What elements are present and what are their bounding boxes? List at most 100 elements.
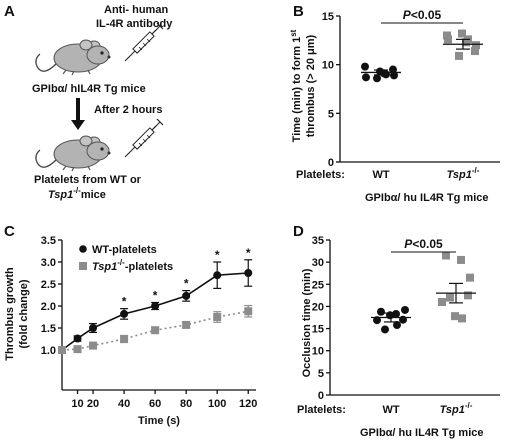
significance-label: P<0.05 [403,8,442,22]
wait-label: After 2 hours [94,104,162,116]
antibody-label-line1: Anti- human [104,4,168,16]
panel-c: C Thrombus growth (fold change) 1.0 1.5 2.… [4,223,257,427]
legend-suffix: -platelets [125,261,173,273]
chart-c-xlabel: Time (s) [138,415,180,427]
y-tick-label: 5 [328,108,334,120]
panel-c-label: C [4,223,15,240]
data-point-wt [244,269,253,277]
ko-sup: -/- [465,401,473,410]
p-symbol: P [404,237,413,251]
x-tick-label: 80 [180,398,192,410]
x-tick-label: 10 [71,398,83,410]
significance-asterisk: * [184,277,189,291]
data-point-tsp1 [457,255,465,264]
data-point-wt [120,309,129,318]
data-point-tsp1 [213,313,222,321]
category-tsp1-label: Tsp1-/- [447,166,480,181]
data-point-tsp1 [464,291,472,300]
chart-d-plot: 0 5 10 15 20 25 30 35 P<0.05 [312,235,500,402]
data-point-wt [401,305,409,314]
tsp1-text: Tsp1 [440,404,465,416]
y-tick-label: 5 [318,368,324,380]
y-tick-label: 2.0 [41,301,56,313]
mice-text: mice [81,189,106,201]
significance-asterisk: * [122,295,127,309]
chart-c-plot: 1.0 1.5 2.0 2.5 3.0 3.5 10 20 40 60 80 100 120 * * * * * [41,235,258,410]
data-point-wt [182,291,191,300]
panel-d: D Occlusion time (min) 0 5 10 15 20 25 30 35 P<0… [293,223,500,439]
data-point-wt [392,309,400,318]
chart-b-ylabel-line1: Time (min) to form 1st [289,29,303,142]
data-point-tsp1 [458,314,466,323]
data-point-wt [381,325,389,334]
y-tick-label: 30 [312,257,324,269]
x-tick-label: 60 [149,398,161,410]
data-point-tsp1 [455,51,463,60]
data-point-wt [373,74,381,83]
platelets-source-line2: Tsp1-/-mice [48,186,106,201]
category-wt-label: WT [372,169,389,181]
panel-d-label: D [293,223,304,240]
x-tick-label: 100 [208,398,226,410]
syringe-icon [124,118,164,158]
legend-label-wt: WT-platelets [92,244,157,256]
ylabel-sup: st [289,29,298,36]
y-tick-label: 1.0 [41,345,56,357]
platelets-source-line1: Platelets from WT or [34,174,142,186]
ko-sup: -/- [472,166,480,175]
y-tick-label: 35 [312,235,324,247]
category-wt-label: WT [382,404,399,416]
mouse-strain-label: GPIbα/ hu IL4R Tg mice [360,427,484,439]
ylabel-text: Time (min) to form 1 [291,37,303,143]
panel-b-label: B [293,3,304,20]
data-point-tsp1 [73,345,82,354]
data-point-tsp1 [466,273,474,282]
data-point-tsp1 [444,35,452,44]
y-tick-label: 10 [322,60,334,72]
data-point-wt [389,65,397,74]
mouse-icon [35,39,112,76]
data-point-wt [362,73,370,82]
down-arrow-icon [71,98,85,130]
mouse-strain-label: GPIbα/ hIL4R Tg mice [32,83,146,95]
x-tick-label: 20 [87,398,99,410]
legend-marker-tsp1 [79,262,87,270]
significance-label: P<0.05 [404,237,443,251]
y-tick-label: 20 [312,301,324,313]
chart-c-ylabel-line2: (fold change) [18,279,30,348]
data-point-tsp1 [151,326,160,335]
data-point-tsp1 [446,293,454,302]
tsp1-text: Tsp1 [447,169,472,181]
data-point-wt [151,302,160,310]
data-point-wt [73,334,82,343]
panel-a-label: A [4,3,15,20]
y-tick-label: 3.0 [41,257,56,269]
platelets-label: Platelets: [296,169,345,181]
data-point-wt [361,62,369,71]
legend-marker-wt [79,245,87,253]
chart-c-ylabel-line1: Thrombus growth [4,267,16,361]
data-point-tsp1 [120,335,129,343]
y-tick-label: 10 [312,346,324,358]
y-tick-label: 15 [322,11,334,23]
p-symbol: P [403,8,412,22]
y-tick-label: 3.5 [41,235,56,247]
chart-d-ylabel: Occlusion time (min) [301,268,313,377]
data-point-wt [393,321,401,330]
chart-b-plot: 0 5 10 15 P<0.05 [322,8,500,169]
legend: WT-platelets Tsp1-/--platelets [79,244,173,273]
data-point-tsp1 [451,312,459,321]
y-tick-label: 0 [328,157,334,169]
data-point-tsp1 [89,341,98,350]
mouse-icon [35,135,112,172]
category-tsp1-label: Tsp1-/- [440,401,473,416]
significance-asterisk: * [153,288,158,302]
y-tick-label: 25 [312,279,324,291]
significance-asterisk: * [215,248,220,262]
x-tick-label: 40 [118,398,130,410]
mouse-strain-label: GPIbα/ hu IL4R Tg mice [365,192,489,204]
significance-asterisk: * [246,246,251,260]
panel-b: B Time (min) to form 1st thrombus (> 20 … [289,3,500,204]
y-tick-label: 0 [318,390,324,402]
